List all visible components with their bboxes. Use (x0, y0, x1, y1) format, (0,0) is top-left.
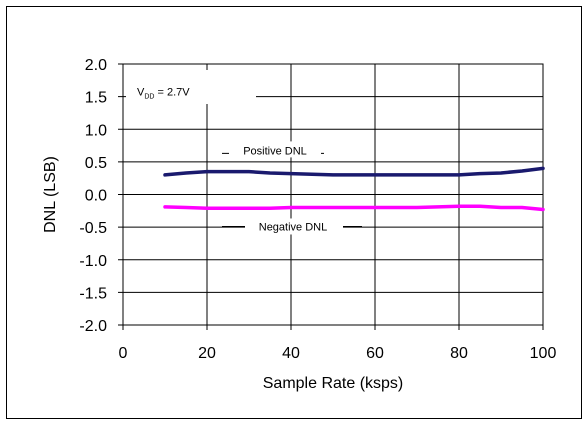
x-tick-label: 20 (198, 345, 216, 362)
x-tick-label: 0 (119, 345, 128, 362)
dnl-chart: 2.0 1.5 1.0 0.5 0.0 -0.5 -1.0 -1.5 -2.0 0 20 40 60 80… (42, 57, 556, 392)
y-tick-label: -2.0 (79, 318, 107, 335)
y-tick-label: 1.5 (85, 90, 107, 107)
x-tick-label: 60 (366, 345, 384, 362)
chart-frame: 2.0 1.5 1.0 0.5 0.0 -0.5 -1.0 -1.5 -2.0 0 20 40 60 80… (6, 6, 582, 419)
y-tick-label: 2.0 (85, 57, 107, 74)
y-tick-label: 0.5 (85, 155, 107, 172)
positive-dnl-line (163, 166, 545, 177)
y-tick-label: 0.0 (85, 188, 107, 205)
y-tick-label: -1.5 (79, 285, 107, 302)
vdd-annotation: VDD = 2.7V (137, 86, 190, 100)
x-axis-label: Sample Rate (ksps) (263, 375, 404, 392)
tick-layer: 2.0 1.5 1.0 0.5 0.0 -0.5 -1.0 -1.5 -2.0 0 20 40 60 80… (79, 57, 556, 362)
annotation-layer: Positive DNL Negative DNL VDD = 2.7V (126, 70, 362, 235)
y-tick-label: -0.5 (79, 220, 107, 237)
negative-dnl-line (163, 204, 545, 212)
y-tick-label: -1.0 (79, 253, 107, 270)
series-layer (163, 166, 545, 212)
x-tick-label: 40 (282, 345, 300, 362)
positive-dnl-label-bg (229, 141, 321, 158)
negative-dnl-label: Negative DNL (259, 221, 327, 233)
x-tick-label: 100 (530, 345, 557, 362)
y-axis-label: DNL (LSB) (42, 156, 59, 233)
negative-dnl-label-bg (245, 218, 343, 235)
positive-dnl-label: Positive DNL (243, 145, 307, 157)
vdd-annotation-bg (126, 70, 256, 104)
x-tick-label: 80 (450, 345, 468, 362)
y-tick-label: 1.0 (85, 122, 107, 139)
